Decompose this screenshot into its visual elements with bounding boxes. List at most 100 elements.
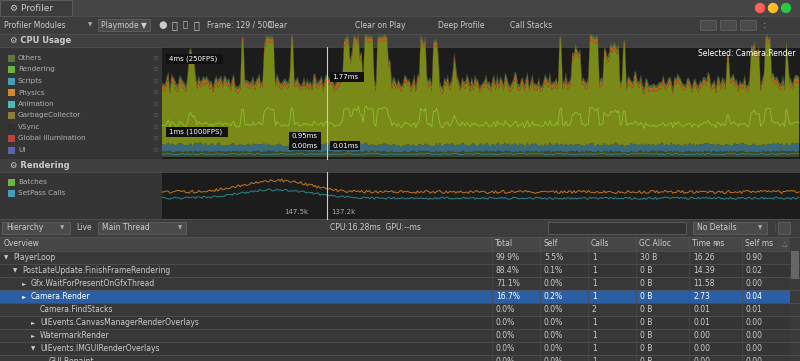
Text: ▼: ▼ (715, 242, 718, 247)
Bar (778, 222, 790, 234)
Text: Deep Profile: Deep Profile (438, 21, 485, 30)
Text: 0.0%: 0.0% (544, 318, 563, 327)
Bar (0, 342, 790, 355)
Text: UIEvents.CanvasManagerRenderOverlays: UIEvents.CanvasManagerRenderOverlays (40, 318, 199, 327)
Text: Others: Others (18, 55, 42, 61)
Bar (166, 127, 228, 137)
Bar (162, 172, 800, 219)
Text: SetPass Calls: SetPass Calls (18, 190, 66, 196)
Bar (98, 222, 186, 234)
Bar (548, 222, 686, 234)
Bar (720, 20, 736, 30)
Text: Overview: Overview (4, 239, 40, 248)
Text: ►: ► (40, 359, 44, 361)
Text: 0 B: 0 B (640, 344, 652, 353)
Text: Gfx.WaitForPresentOnGfxThread: Gfx.WaitForPresentOnGfxThread (31, 279, 155, 288)
Text: Global Illumination: Global Illumination (18, 135, 86, 142)
Text: ≡: ≡ (152, 113, 158, 118)
Bar (791, 251, 799, 279)
Bar (0, 47, 162, 159)
Text: Profiler Modules: Profiler Modules (4, 21, 66, 30)
Text: 1: 1 (592, 279, 597, 288)
Text: 0 B: 0 B (640, 305, 652, 314)
Text: 1: 1 (592, 253, 597, 262)
Text: Self: Self (543, 239, 558, 248)
Bar (0, 0, 72, 16)
Text: Clear: Clear (268, 21, 288, 30)
Text: 2: 2 (592, 305, 597, 314)
Text: 0.00ms: 0.00ms (292, 143, 318, 148)
Text: 0.0%: 0.0% (496, 344, 515, 353)
Text: ≡: ≡ (152, 78, 158, 84)
Bar (0, 237, 790, 251)
Text: Selected: Camera.Render: Selected: Camera.Render (698, 49, 795, 58)
Bar (8, 178, 15, 186)
Text: 0.0%: 0.0% (544, 357, 563, 361)
Text: GC Alloc: GC Alloc (639, 239, 671, 248)
Text: ⏩: ⏩ (183, 21, 188, 30)
Text: Camera.FindStacks: Camera.FindStacks (40, 305, 114, 314)
Text: ⚙ Profiler: ⚙ Profiler (10, 4, 53, 13)
Bar (0, 355, 790, 361)
Text: ≡: ≡ (152, 66, 158, 73)
Text: ▼: ▼ (4, 255, 8, 260)
Text: ⏮: ⏮ (172, 20, 178, 30)
Text: 0.1%: 0.1% (544, 266, 563, 275)
Text: Animation: Animation (18, 101, 54, 107)
Text: 0 B: 0 B (640, 266, 652, 275)
Bar (0, 251, 790, 264)
Text: 137.2k: 137.2k (332, 209, 356, 215)
Text: ►: ► (22, 294, 26, 299)
Bar (0, 219, 800, 237)
Text: ⚙ Rendering: ⚙ Rendering (10, 161, 70, 170)
Bar (8, 55, 15, 61)
Text: ≡: ≡ (152, 135, 158, 142)
Text: 0.00: 0.00 (693, 331, 710, 340)
Text: ≡: ≡ (152, 147, 158, 153)
Text: 16.26: 16.26 (693, 253, 714, 262)
Text: Playmode ▼: Playmode ▼ (101, 21, 147, 30)
Bar (289, 132, 321, 141)
Text: Main Thread: Main Thread (102, 223, 150, 232)
Bar (700, 20, 716, 30)
Text: ⚙ CPU Usage: ⚙ CPU Usage (10, 36, 71, 45)
Text: 1: 1 (592, 266, 597, 275)
Text: ≡: ≡ (152, 55, 158, 61)
Text: 0.00: 0.00 (746, 318, 763, 327)
Bar (8, 135, 15, 142)
Text: 0.00: 0.00 (746, 331, 763, 340)
Bar (0, 329, 790, 342)
Text: 99.9%: 99.9% (496, 253, 520, 262)
Text: 0.01ms: 0.01ms (333, 143, 358, 148)
Polygon shape (162, 151, 799, 157)
Text: No Details: No Details (697, 223, 737, 232)
Text: 71.1%: 71.1% (496, 279, 520, 288)
Text: 0.01: 0.01 (693, 305, 710, 314)
Text: ≡: ≡ (152, 90, 158, 96)
Bar (740, 20, 756, 30)
Text: 0.0%: 0.0% (496, 357, 515, 361)
Text: 2.73: 2.73 (693, 292, 710, 301)
Text: 0.0%: 0.0% (496, 318, 515, 327)
Text: ▼: ▼ (758, 226, 762, 231)
Text: 0 B: 0 B (640, 318, 652, 327)
Circle shape (755, 4, 765, 13)
Text: 0.2%: 0.2% (544, 292, 563, 301)
Text: 1: 1 (592, 292, 597, 301)
Text: 30 B: 30 B (640, 253, 658, 262)
Text: 147.5k: 147.5k (285, 209, 309, 215)
Text: 0.01: 0.01 (693, 318, 710, 327)
Bar (8, 123, 15, 130)
Text: ▼: ▼ (178, 226, 182, 231)
Text: 0.02: 0.02 (746, 266, 763, 275)
Text: 11.58: 11.58 (693, 279, 714, 288)
Bar (8, 89, 15, 96)
Text: 0 B: 0 B (640, 279, 652, 288)
Text: Camera.Render: Camera.Render (31, 292, 90, 301)
Text: 0.00: 0.00 (746, 357, 763, 361)
Bar (0, 316, 790, 329)
Text: 1: 1 (592, 318, 597, 327)
Bar (330, 72, 364, 82)
Text: Batches: Batches (18, 179, 47, 185)
Text: 5.5%: 5.5% (544, 253, 563, 262)
